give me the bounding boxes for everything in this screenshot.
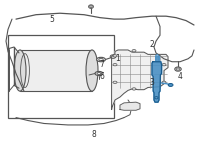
Ellipse shape (113, 81, 117, 83)
Bar (8, 35, 114, 118)
Ellipse shape (14, 50, 26, 91)
Polygon shape (120, 102, 140, 110)
Text: 7: 7 (100, 60, 104, 69)
Text: 6: 6 (100, 72, 104, 81)
Ellipse shape (113, 55, 117, 57)
Ellipse shape (86, 50, 98, 91)
Polygon shape (156, 56, 159, 62)
Text: 2: 2 (150, 40, 154, 49)
Ellipse shape (168, 83, 173, 86)
Ellipse shape (132, 88, 136, 90)
Text: 3: 3 (150, 78, 154, 87)
Polygon shape (112, 50, 168, 110)
Bar (20, 50, 92, 91)
Ellipse shape (175, 67, 181, 71)
Ellipse shape (162, 81, 166, 83)
Text: 5: 5 (50, 15, 54, 24)
Ellipse shape (89, 5, 93, 8)
Ellipse shape (132, 50, 136, 52)
Polygon shape (152, 62, 162, 102)
Ellipse shape (162, 64, 166, 66)
Ellipse shape (113, 64, 117, 66)
Ellipse shape (95, 71, 103, 76)
Text: 8: 8 (92, 130, 96, 139)
Text: 1: 1 (116, 54, 120, 63)
Ellipse shape (97, 57, 105, 62)
Text: 4: 4 (178, 72, 182, 81)
Ellipse shape (110, 55, 116, 58)
